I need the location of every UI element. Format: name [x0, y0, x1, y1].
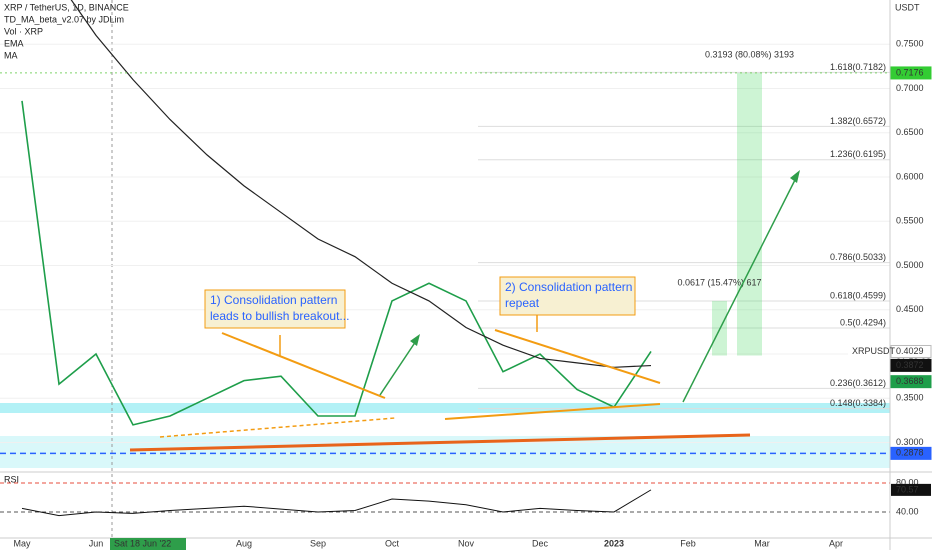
fib-label: 0.618(0.4599): [830, 290, 886, 300]
annotation-box: [499, 276, 636, 316]
indicator: EMA: [4, 38, 24, 48]
annotation-text: 1) Consolidation pattern: [210, 293, 337, 307]
x-tick-label: Nov: [458, 538, 475, 548]
indicator: TD_MA_beta_v2.07 by JDLim: [4, 14, 124, 24]
annotation-box: [204, 289, 346, 329]
trend-line: [221, 332, 386, 399]
price-label: 0.4029: [896, 346, 924, 356]
series-line: [21, 100, 652, 426]
x-tick-label: May: [13, 538, 31, 548]
fib-label: 0.236(0.3612): [830, 378, 886, 388]
fib-label: 1.618(0.7182): [830, 62, 886, 72]
arrow: [682, 173, 799, 403]
trend-line: [444, 403, 661, 420]
price-tag-box: [848, 345, 889, 358]
symbol: XRP / TetherUS, 1D, BINANCE: [4, 2, 129, 12]
fib-label: 1.236(0.6195): [830, 149, 886, 159]
x-tick-label: Oct: [385, 538, 400, 548]
price-tag: XRPUSDT: [852, 346, 896, 356]
plot: 1.618(0.7182) 1.382(0.6572) 1.236(0.6195) 0…: [0, 0, 890, 517]
x-tick-label: Aug: [236, 538, 252, 548]
fib-label: 0.5(0.4294): [840, 317, 886, 327]
fib-label: 0.786(0.5033): [830, 252, 886, 262]
y-tick-label: 0.7500: [896, 39, 924, 49]
fib-label: 0.148(0.3384): [830, 398, 886, 408]
price-label-box: [890, 344, 932, 358]
x-tick-label: Sep: [310, 538, 326, 548]
y-tick-label: 0.5500: [896, 216, 924, 226]
rsi-title: RSI: [4, 474, 19, 484]
y-tick-label: 0.3500: [896, 393, 924, 403]
arrow-head: [410, 334, 420, 346]
trend-line: [494, 329, 661, 384]
x-tick-label: Mar: [754, 538, 770, 548]
support-band: [0, 403, 890, 413]
series-line: [70, 0, 652, 368]
measure-box: [737, 72, 762, 356]
crosshair-box: [110, 538, 186, 550]
crosshair-label: Sat 18 Jun '22: [114, 538, 171, 548]
y-tick-label: 0.6500: [896, 127, 924, 137]
y-tick-label: 40.00: [896, 506, 919, 516]
annotation-text: leads to bullish breakout...: [210, 309, 349, 323]
rsi-line: [21, 489, 652, 517]
x-tick-label: Jun: [89, 538, 104, 548]
indicator: Vol · XRP: [4, 26, 43, 36]
y-tick-label: 0.6000: [896, 171, 924, 181]
arrow-head: [790, 170, 800, 183]
price-label-box: [890, 358, 932, 372]
annotation-text: 2) Consolidation pattern: [505, 280, 632, 294]
x-tick-label: Dec: [532, 538, 549, 548]
price-label: 0.7176: [896, 67, 924, 77]
x-tick-label: 2023: [604, 538, 624, 548]
y-tick-label: 80.00: [896, 477, 919, 487]
rsi-value: 70.57: [896, 484, 919, 494]
x-tick-label: Feb: [680, 538, 696, 548]
price-label: 0.3688: [896, 376, 924, 386]
y-tick-label: 0.7000: [896, 83, 924, 93]
support-band: [0, 436, 890, 468]
x-tick-label: Apr: [829, 538, 843, 548]
axis-unit: USDT: [895, 2, 920, 12]
y-tick-label: 0.5000: [896, 260, 924, 270]
y-tick-label: 0.3000: [896, 437, 924, 447]
trend-line: [129, 433, 751, 452]
overlay: 0.30000.35000.40000.45000.50000.55000.60…: [13, 39, 932, 550]
price-label-box: [890, 446, 932, 460]
measure-label: 0.0617 (15.47%) 617: [677, 277, 761, 287]
arrow: [379, 337, 419, 396]
indicator: MA: [4, 50, 18, 60]
price-label: 0.3872: [896, 360, 924, 370]
price-label-box: [890, 66, 932, 80]
price-label-box: [890, 375, 932, 389]
y-tick-label: 0.4500: [896, 304, 924, 314]
trend-line: [159, 417, 396, 438]
annotation-text: repeat: [505, 296, 540, 310]
measure-label: 0.3193 (80.08%) 3193: [705, 49, 794, 59]
rsi-value-box: [891, 483, 931, 496]
fib-label: 1.382(0.6572): [830, 116, 886, 126]
price-label: 0.2878: [896, 448, 924, 458]
